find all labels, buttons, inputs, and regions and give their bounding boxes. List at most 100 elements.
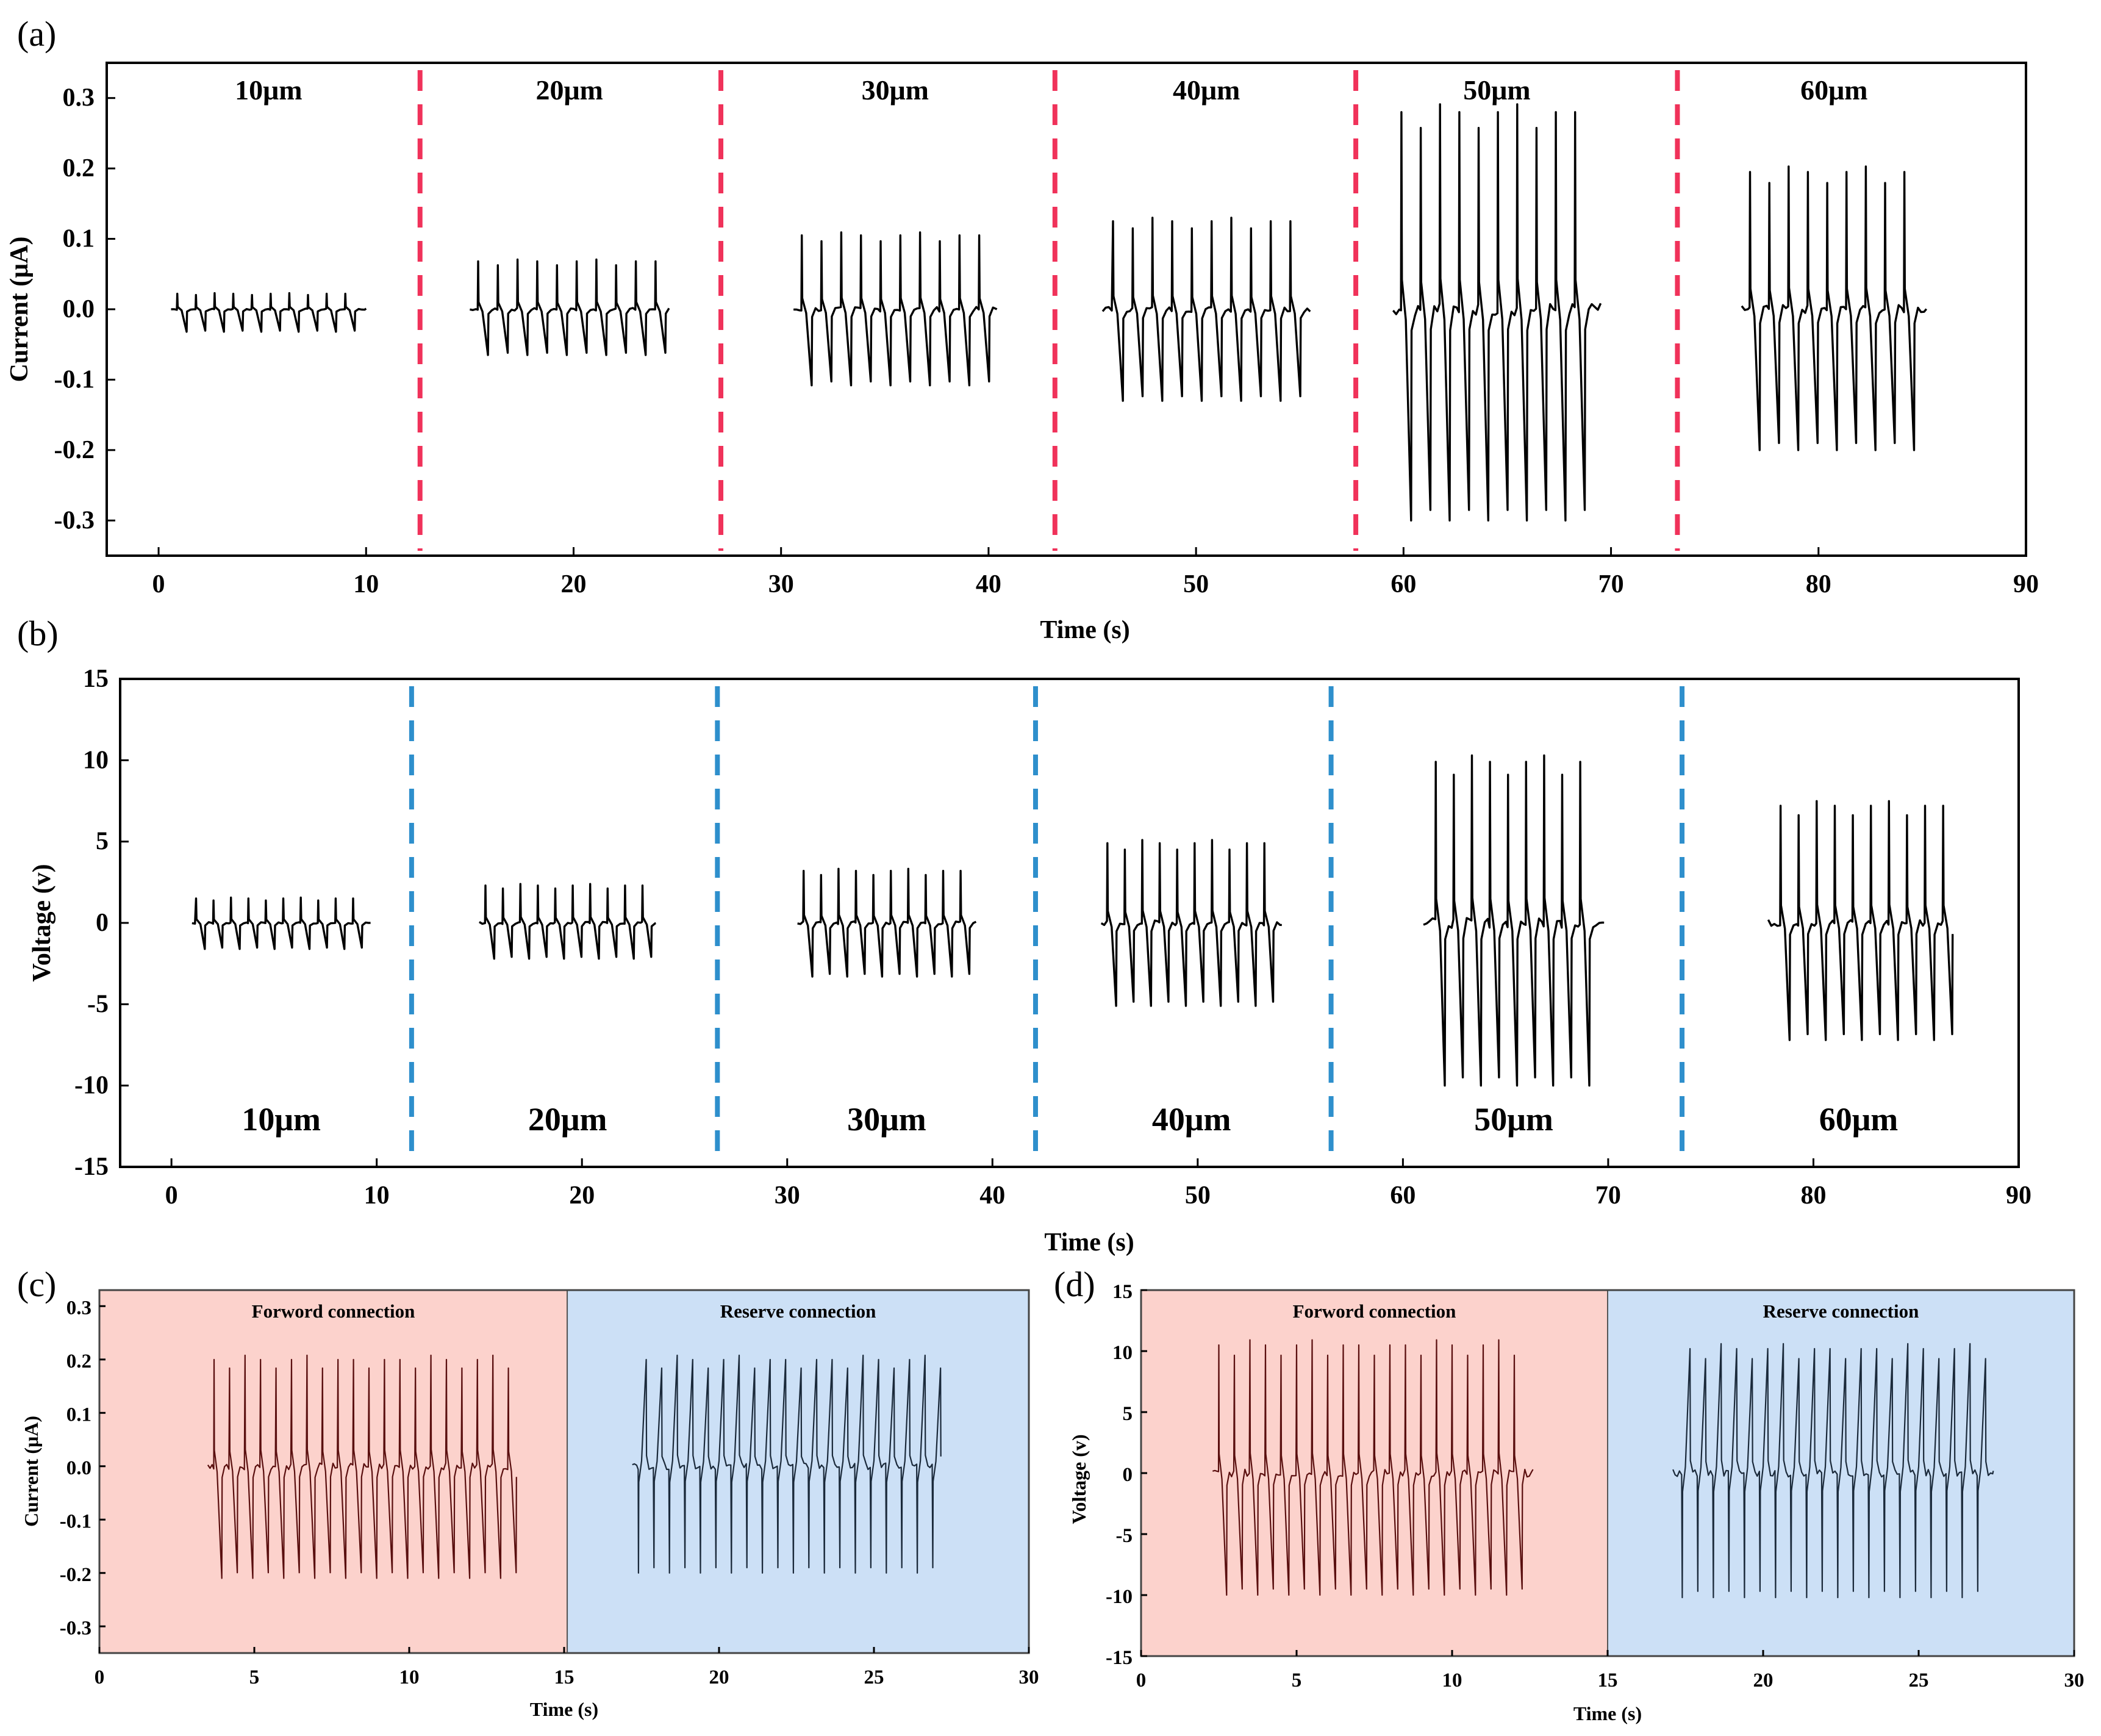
panel-d-y-axis-title: Voltage (v) — [1068, 1434, 1090, 1524]
panel-b-segment-label: 40μm — [1152, 1101, 1231, 1138]
panel-a-x-tick-label: 10 — [353, 570, 379, 598]
panel-a-y-axis-title: Current (μA) — [5, 237, 34, 382]
panel-a-x-tick-label: 20 — [560, 570, 586, 598]
panel-c-trace-forward — [207, 1354, 517, 1579]
panel-b-y-tick-label: -10 — [74, 1072, 109, 1100]
panel-c-y-tick-label: 0.2 — [66, 1350, 91, 1372]
panel-d-x-tick-label: 25 — [1909, 1670, 1929, 1691]
panel-c-x-tick-label: 0 — [95, 1666, 105, 1688]
panel-a-segment-label: 30μm — [862, 74, 929, 106]
panel-b-y-tick-label: -15 — [74, 1153, 109, 1181]
panel-a-x-tick-label: 50 — [1183, 570, 1209, 598]
panel-b-trace-50μm — [1423, 754, 1605, 1087]
panel-b-y-tick-label: 15 — [83, 665, 109, 693]
panel-a-trace-20μm — [470, 258, 670, 356]
panel-b-letter: (b) — [17, 614, 59, 653]
panel-b-x-tick-label: 10 — [364, 1182, 390, 1210]
panel-c-x-tick-label: 10 — [399, 1666, 420, 1688]
panel-b-y-axis-title: Voltage (v) — [28, 864, 56, 981]
panel-b-trace-20μm — [479, 883, 656, 960]
panel-d-y-tick-label: 0 — [1123, 1464, 1133, 1486]
panel-c-y-tick-label: -0.2 — [60, 1564, 91, 1586]
panel-d-y-tick-label: -5 — [1116, 1525, 1133, 1547]
panel-c-region-label: Reserve connection — [720, 1300, 876, 1322]
panel-b-x-tick-label: 40 — [979, 1182, 1005, 1210]
panel-c-x-tick-label: 15 — [554, 1666, 574, 1688]
panel-d-x-tick-label: 20 — [1753, 1670, 1774, 1691]
panel-c-y-tick-label: 0.1 — [66, 1404, 91, 1426]
panel-a-y-tick-label: 0.2 — [63, 154, 95, 182]
panel-c-region-label: Forword connection — [252, 1300, 415, 1322]
panel-b-y-tick-label: 5 — [96, 828, 109, 856]
panel-c-region-forward — [99, 1289, 568, 1654]
panel-a-x-tick-label: 80 — [1806, 570, 1831, 598]
panel-c-y-tick-label: 0.0 — [66, 1457, 91, 1479]
panel-b-segment-label: 10μm — [242, 1101, 321, 1138]
panel-c-y-tick-label: 0.3 — [66, 1297, 91, 1319]
panel-a: (a) 10μm 20μm 30μm 40μm 50μm 60μm 0 10 20 30 40 50… — [5, 14, 2039, 644]
panel-a-trace-60μm — [1741, 165, 1928, 451]
panel-d-x-axis-title: Time (s) — [1573, 1702, 1642, 1724]
panel-a-y-tick-label: 0.0 — [63, 295, 95, 323]
panel-d-x-tick-label: 15 — [1598, 1670, 1618, 1691]
panel-d-region-forward — [1140, 1289, 1608, 1657]
panel-c-y-tick-label: -0.3 — [60, 1617, 91, 1639]
panel-b-y-tick-label: 10 — [83, 746, 109, 774]
panel-a-y-tick-label: -0.1 — [54, 365, 95, 393]
panel-a-y-tick-label: -0.2 — [54, 436, 95, 464]
panel-c-x-tick-label: 20 — [709, 1666, 729, 1688]
panel-b-x-axis-title: Time (s) — [1044, 1228, 1134, 1257]
panel-c-trace-reverse — [632, 1354, 942, 1574]
panel-b-y-tick-label: 0 — [96, 909, 109, 937]
panel-d-y-tick-label: 10 — [1112, 1342, 1133, 1364]
panel-b-x-tick-label: 0 — [165, 1182, 178, 1210]
panel-d-region-label: Reserve connection — [1763, 1300, 1919, 1322]
panel-b-segment-label: 30μm — [847, 1101, 926, 1138]
panel-b-y-tick-label: -5 — [87, 990, 109, 1018]
panel-a-y-tick-label: 0.1 — [63, 225, 95, 253]
panel-d-x-tick-label: 30 — [2064, 1670, 2085, 1691]
panel-d-x-tick-label: 5 — [1292, 1670, 1302, 1691]
panel-a-segment-label: 40μm — [1173, 74, 1240, 106]
panel-b-trace-10μm — [191, 896, 371, 950]
panel-a-x-tick-label: 90 — [2013, 570, 2039, 598]
panel-d-letter: (d) — [1054, 1264, 1095, 1304]
panel-d-x-tick-label: 0 — [1136, 1670, 1147, 1691]
panel-b-trace-40μm — [1100, 839, 1282, 1007]
panel-b-x-tick-label: 50 — [1185, 1182, 1211, 1210]
panel-b-x-tick-label: 30 — [775, 1182, 800, 1210]
panel-a-segment-label: 50μm — [1463, 74, 1530, 106]
panel-a-letter: (a) — [17, 14, 56, 54]
panel-d-y-tick-label: 5 — [1123, 1403, 1133, 1425]
panel-d-y-tick-label: -15 — [1106, 1647, 1133, 1669]
panel-a-x-tick-label: 70 — [1598, 570, 1624, 598]
panel-a-trace-10μm — [171, 292, 367, 333]
panel-c: (c) Forword connection Reserve connection… — [17, 1264, 1039, 1720]
panel-b-trace-30μm — [797, 867, 977, 978]
panel-b-segment-label: 20μm — [528, 1101, 607, 1138]
panel-c-x-axis-title: Time (s) — [530, 1698, 598, 1720]
panel-b-trace-60μm — [1767, 800, 1954, 1041]
panel-b-x-tick-label: 70 — [1595, 1182, 1621, 1210]
panel-a-trace-30μm — [793, 231, 998, 387]
panel-a-segment-label: 20μm — [535, 74, 603, 106]
panel-d-trace-forward — [1212, 1339, 1534, 1596]
panel-a-segment-label: 60μm — [1800, 74, 1867, 106]
panel-d-region-label: Forword connection — [1293, 1300, 1456, 1322]
panel-d-y-tick-label: 15 — [1112, 1281, 1133, 1303]
panel-c-y-axis-title: Current (μA) — [20, 1416, 42, 1527]
panel-a-x-tick-label: 40 — [976, 570, 1001, 598]
panel-c-letter: (c) — [17, 1264, 56, 1304]
panel-a-trace-40μm — [1101, 217, 1311, 402]
panel-b-segment-label: 50μm — [1474, 1101, 1553, 1138]
panel-c-region-reverse — [567, 1289, 1029, 1654]
panel-a-x-tick-label: 0 — [152, 570, 165, 598]
panel-b-segment-label: 60μm — [1819, 1101, 1899, 1138]
panel-b-x-tick-label: 20 — [569, 1182, 595, 1210]
panel-a-y-tick-label: 0.3 — [63, 84, 95, 112]
panel-c-x-tick-label: 5 — [249, 1666, 260, 1688]
panel-a-segment-label: 10μm — [235, 74, 302, 106]
panel-a-x-axis-title: Time (s) — [1040, 616, 1129, 644]
panel-b-x-tick-label: 60 — [1390, 1182, 1416, 1210]
